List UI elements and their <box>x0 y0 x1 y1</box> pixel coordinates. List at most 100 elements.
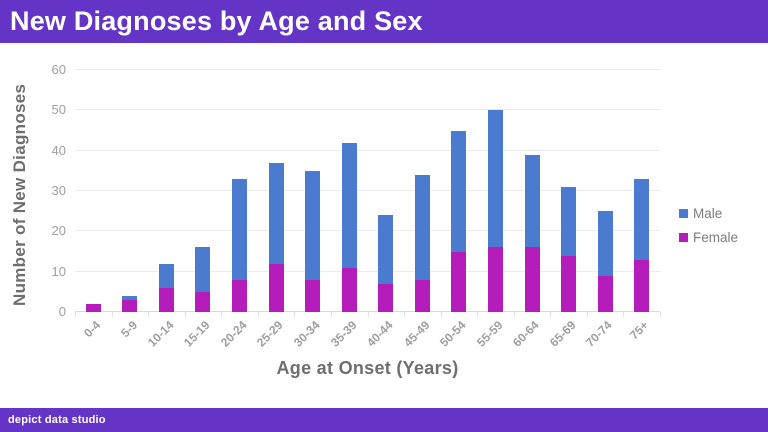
bar-segment-female-40-44 <box>378 283 394 312</box>
x-tick-label-60-64: 60-64 <box>510 318 542 350</box>
legend-item-female: Female <box>679 230 738 245</box>
gridline-10 <box>75 270 660 272</box>
bar-segment-male-70-74 <box>597 211 613 276</box>
bar-5-9 <box>122 295 138 312</box>
bar-30-34 <box>305 170 321 312</box>
bar-35-39 <box>341 142 357 312</box>
header-bar: New Diagnoses by Age and Sex <box>0 0 768 43</box>
bar-segment-male-75+ <box>634 178 650 260</box>
brand-label: depict data studio <box>8 414 106 426</box>
y-tick-label-20: 20 <box>51 223 66 239</box>
bar-segment-female-30-34 <box>305 279 321 312</box>
x-axis-tick-mark <box>404 312 406 317</box>
bar-segment-female-10-14 <box>158 287 174 312</box>
x-axis-tick-mark <box>440 312 442 317</box>
bar-25-29 <box>268 162 284 312</box>
gridline-20 <box>75 230 660 232</box>
bar-segment-male-5-9 <box>122 295 138 300</box>
x-tick-label-75+: 75+ <box>627 318 652 343</box>
x-tick-label-20-24: 20-24 <box>217 318 250 350</box>
bar-segment-male-10-14 <box>158 263 174 288</box>
bar-segment-male-50-54 <box>451 130 467 252</box>
x-tick-label-40-44: 40-44 <box>364 318 396 350</box>
bar-segment-female-45-49 <box>414 279 430 312</box>
female-swatch <box>679 233 688 242</box>
bar-20-24 <box>232 178 248 312</box>
x-tick-label-10-14: 10-14 <box>144 318 177 350</box>
x-axis-tick-mark <box>221 312 223 317</box>
page-title: New Diagnoses by Age and Sex <box>10 6 423 36</box>
bar-55-59 <box>487 110 503 312</box>
bar-segment-female-20-24 <box>232 279 248 312</box>
bar-segment-male-60-64 <box>524 154 540 248</box>
bar-segment-female-65-69 <box>561 255 577 312</box>
bar-segment-male-40-44 <box>378 215 394 284</box>
x-axis-tick-mark <box>257 312 259 317</box>
y-tick-label-40: 40 <box>51 142 66 158</box>
x-axis-tick-mark <box>75 312 76 317</box>
bar-segment-female-55-59 <box>487 247 503 312</box>
bar-segment-female-25-29 <box>268 263 284 312</box>
x-tick-label-15-19: 15-19 <box>181 318 213 350</box>
bar-segment-female-75+ <box>634 259 650 312</box>
x-axis-tick-mark <box>111 312 113 317</box>
x-axis-tick-mark <box>184 312 186 317</box>
x-axis-tick-mark <box>660 312 661 317</box>
x-tick-label-0-4: 0-4 <box>81 318 104 341</box>
gridline-40 <box>75 149 660 151</box>
y-tick-label-60: 60 <box>51 62 66 77</box>
bar-segment-female-15-19 <box>195 291 211 312</box>
bar-segment-female-0-4 <box>85 303 101 312</box>
gridline-0 <box>75 311 660 312</box>
bar-70-74 <box>597 211 613 312</box>
x-axis-title: Age at Onset (Years) <box>276 358 459 378</box>
bar-segment-male-30-34 <box>305 170 321 280</box>
y-tick-label-10: 10 <box>51 263 66 279</box>
y-tick-label-30: 30 <box>51 183 66 198</box>
x-tick-label-65-69: 65-69 <box>546 318 579 350</box>
legend-label-male: Male <box>693 206 723 221</box>
male-swatch <box>679 209 688 218</box>
bar-segment-female-60-64 <box>524 247 540 312</box>
gridline-30 <box>75 190 660 191</box>
x-tick-label-5-9: 5-9 <box>117 318 140 341</box>
x-tick-label-35-39: 35-39 <box>327 318 360 350</box>
bar-65-69 <box>561 186 577 312</box>
bar-segment-female-70-74 <box>597 275 613 312</box>
bar-segment-male-55-59 <box>487 110 503 248</box>
x-tick-label-50-54: 50-54 <box>437 318 469 350</box>
legend-item-male: Male <box>679 206 738 221</box>
bar-segment-female-35-39 <box>341 267 357 312</box>
x-axis-tick-mark <box>294 312 296 317</box>
footer-bar: depict data studio <box>0 408 768 432</box>
y-tick-label-50: 50 <box>51 102 66 118</box>
x-tick-label-45-49: 45-49 <box>400 318 433 350</box>
x-axis-tick-mark <box>550 312 552 317</box>
plot-area: 0-4 5-9 10-14 15-19 20-24 25-29 30-34 35-39 40-4… <box>75 69 661 350</box>
bar-0-4 <box>85 303 101 312</box>
bar-segment-male-45-49 <box>414 174 430 280</box>
bar-segment-male-35-39 <box>341 142 357 268</box>
x-axis-tick-mark <box>477 312 479 317</box>
bar-75+ <box>634 178 650 312</box>
x-axis-tick-mark <box>330 312 332 317</box>
x-axis-tick-mark <box>148 312 150 317</box>
x-tick-label-30-34: 30-34 <box>290 318 323 350</box>
x-tick-label-70-74: 70-74 <box>583 318 616 350</box>
y-axis-ticks: 0 10 20 30 40 50 60 <box>28 62 66 319</box>
bar-segment-male-65-69 <box>561 186 577 256</box>
bar-50-54 <box>451 130 467 312</box>
x-axis-tick-mark <box>623 312 625 317</box>
bar-segment-female-50-54 <box>451 251 467 312</box>
bar-segment-male-15-19 <box>195 247 211 292</box>
legend-label-female: Female <box>693 230 739 245</box>
bar-10-14 <box>158 263 174 312</box>
bar-segment-male-25-29 <box>268 162 284 264</box>
x-tick-label-55-59: 55-59 <box>473 318 506 350</box>
bar-15-19 <box>195 247 211 312</box>
legend: Male Female <box>679 206 738 245</box>
bar-60-64 <box>524 154 540 312</box>
x-tick-label-25-29: 25-29 <box>254 318 286 350</box>
x-axis-tick-mark <box>367 312 369 317</box>
